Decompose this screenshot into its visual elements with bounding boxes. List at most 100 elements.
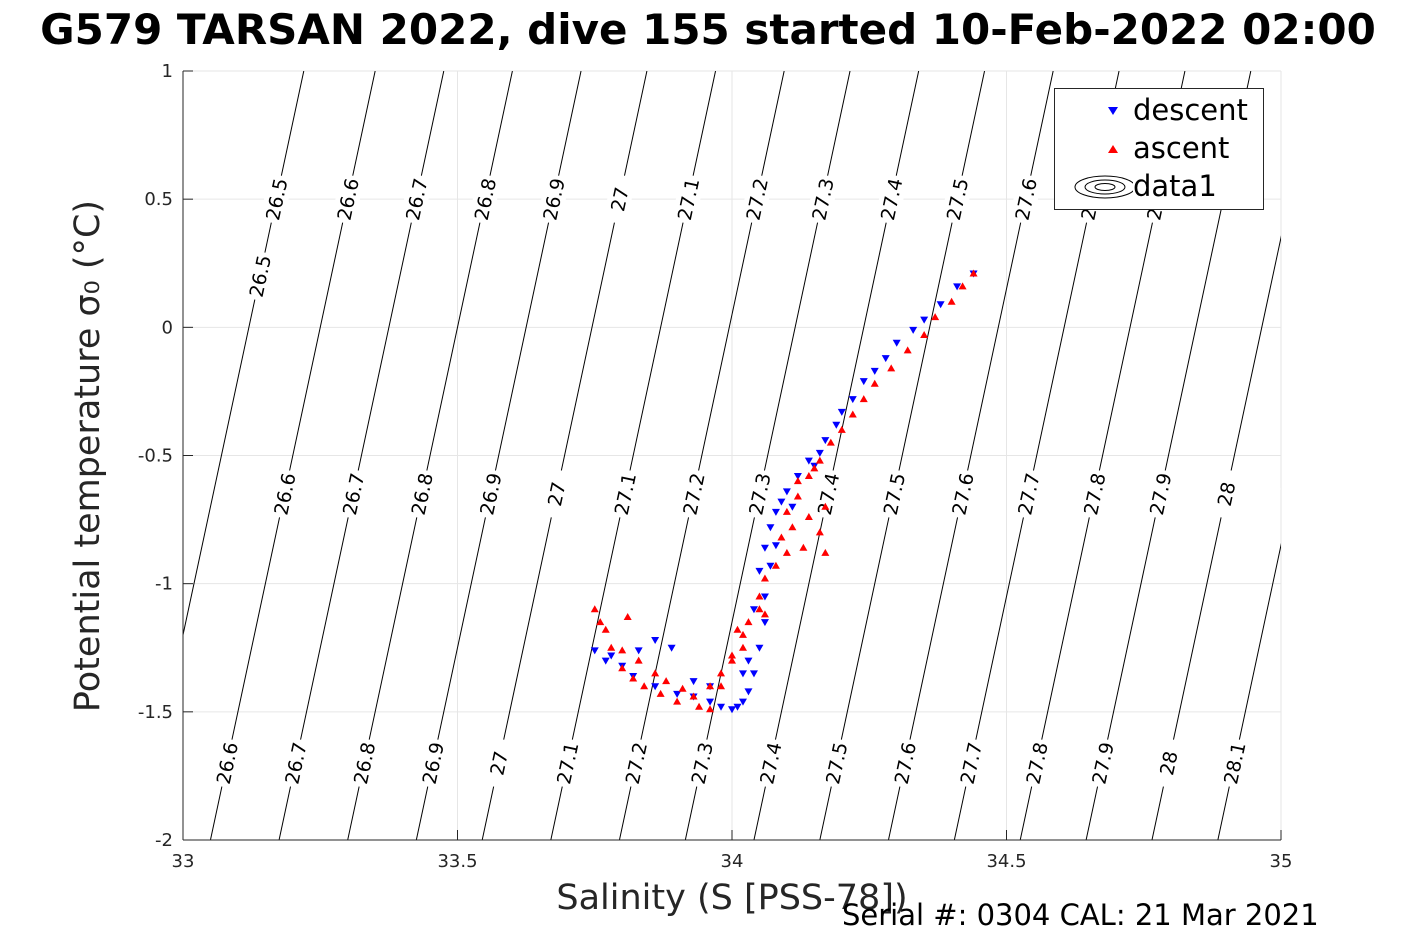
ascent-marker-icon <box>1108 145 1118 153</box>
isopycnal-label: 26.8 <box>405 467 439 520</box>
ascent-point <box>859 395 868 403</box>
svg-text:26.9: 26.9 <box>476 471 506 517</box>
isopycnal-label: 26.9 <box>536 173 571 226</box>
descent-point <box>651 683 660 691</box>
ascent-point <box>728 656 736 664</box>
data-points <box>590 269 978 714</box>
descent-point <box>733 703 742 711</box>
ascent-point <box>837 425 846 433</box>
isopycnal-label: 26.7 <box>399 173 434 226</box>
legend: descent ascent data1 <box>1054 88 1264 210</box>
descent-point <box>590 647 599 655</box>
ascent-point <box>640 682 649 690</box>
ascent-point <box>656 689 665 697</box>
x-tick-label: 34.5 <box>986 851 1026 872</box>
isopycnal-label: 27.1 <box>671 173 705 226</box>
descent-point <box>782 488 791 496</box>
isopycnal-label: 27.2 <box>676 467 711 520</box>
ascent-point <box>804 513 813 521</box>
ascent-point <box>695 702 704 710</box>
descent-point <box>728 706 736 714</box>
y-tick-label: 1 <box>162 61 173 82</box>
ascent-point <box>826 438 835 446</box>
isopycnal-label: 27 <box>539 467 574 520</box>
isopycnal-label: 27.5 <box>940 173 974 226</box>
ascent-point <box>601 625 610 633</box>
descent-marker-icon <box>1108 107 1118 115</box>
ascent-point <box>717 682 726 690</box>
svg-text:26.6: 26.6 <box>213 740 243 786</box>
descent-point <box>771 508 780 516</box>
svg-text:27.6: 27.6 <box>891 740 921 786</box>
ascent-point <box>717 669 726 677</box>
isopycnal-label: 26.5 <box>243 250 277 303</box>
svg-text:27.2: 27.2 <box>679 471 709 517</box>
ascent-point <box>870 379 879 387</box>
isopycnal-label: 26.9 <box>416 737 450 790</box>
isopycnal-label: 26.5 <box>259 173 294 226</box>
svg-text:27.9: 27.9 <box>1146 471 1176 517</box>
descent-point <box>777 498 786 506</box>
descent-point <box>953 283 962 291</box>
svg-text:27.6: 27.6 <box>948 471 978 517</box>
descent-point <box>760 593 769 601</box>
ascent-point <box>821 502 830 510</box>
svg-text:26.7: 26.7 <box>339 471 369 517</box>
descent-point <box>881 355 890 363</box>
ascent-point <box>634 656 643 664</box>
svg-text:27.7: 27.7 <box>1014 471 1044 517</box>
isopycnal-label: 27.6 <box>1008 173 1043 226</box>
y-tick-label: -1.5 <box>138 702 173 723</box>
descent-point <box>804 457 813 465</box>
ascent-point <box>793 477 802 485</box>
svg-text:26.9: 26.9 <box>539 176 569 222</box>
svg-text:26.7: 26.7 <box>281 740 311 786</box>
svg-text:27.8: 27.8 <box>1022 740 1052 786</box>
svg-text:27.4: 27.4 <box>877 176 907 222</box>
ascent-point <box>590 605 599 613</box>
svg-text:27.3: 27.3 <box>688 740 718 786</box>
descent-point <box>744 688 753 696</box>
ascent-point <box>706 682 715 690</box>
svg-text:26.9: 26.9 <box>419 740 449 786</box>
isopycnal-label: 26.8 <box>347 737 381 790</box>
isopycnal-label: 27 <box>602 173 637 226</box>
ascent-point <box>815 528 824 536</box>
svg-text:27: 27 <box>544 480 571 508</box>
isopycnal-line <box>1151 235 1281 840</box>
descent-point <box>738 670 747 678</box>
svg-text:27.8: 27.8 <box>1080 471 1110 517</box>
x-tick-label: 35 <box>1270 851 1293 872</box>
y-tick-label: -1 <box>155 574 173 595</box>
svg-text:27.4: 27.4 <box>756 740 786 786</box>
ascent-point <box>673 697 682 705</box>
descent-point <box>909 326 918 334</box>
descent-point <box>673 690 682 698</box>
ascent-point <box>728 651 736 659</box>
chart-title: G579 TARSAN 2022, dive 155 started 10-Fe… <box>40 5 1376 54</box>
isopycnal-label: 27.9 <box>1143 467 1177 520</box>
ascent-point <box>738 643 747 651</box>
ascent-point <box>738 630 747 638</box>
isopycnal-label: 27.3 <box>685 737 719 790</box>
descent-point <box>788 503 797 511</box>
descent-point <box>815 449 824 457</box>
legend-item-descent: descent <box>1055 91 1263 129</box>
isopycnal-label: 27.8 <box>1077 467 1112 520</box>
isopycnal-label: 27.7 <box>954 737 988 790</box>
isopycnal-label: 27.5 <box>819 737 854 790</box>
descent-point <box>766 562 775 570</box>
ascent-point <box>969 269 978 277</box>
isopycnal-label: 27.2 <box>739 173 774 226</box>
svg-text:27.3: 27.3 <box>808 176 838 222</box>
svg-text:28.1: 28.1 <box>1283 446 1313 492</box>
descent-point <box>892 339 901 347</box>
isopycnal-label: 28.1 <box>1217 737 1252 790</box>
legend-label-descent: descent <box>1133 93 1248 127</box>
isopycnal-label: 27.2 <box>619 737 653 790</box>
isopycnal-label: 27.6 <box>888 737 922 790</box>
svg-text:26.5: 26.5 <box>246 253 276 299</box>
ascent-point <box>815 456 824 464</box>
svg-text:27.2: 27.2 <box>742 176 772 222</box>
ascent-point <box>760 574 769 582</box>
